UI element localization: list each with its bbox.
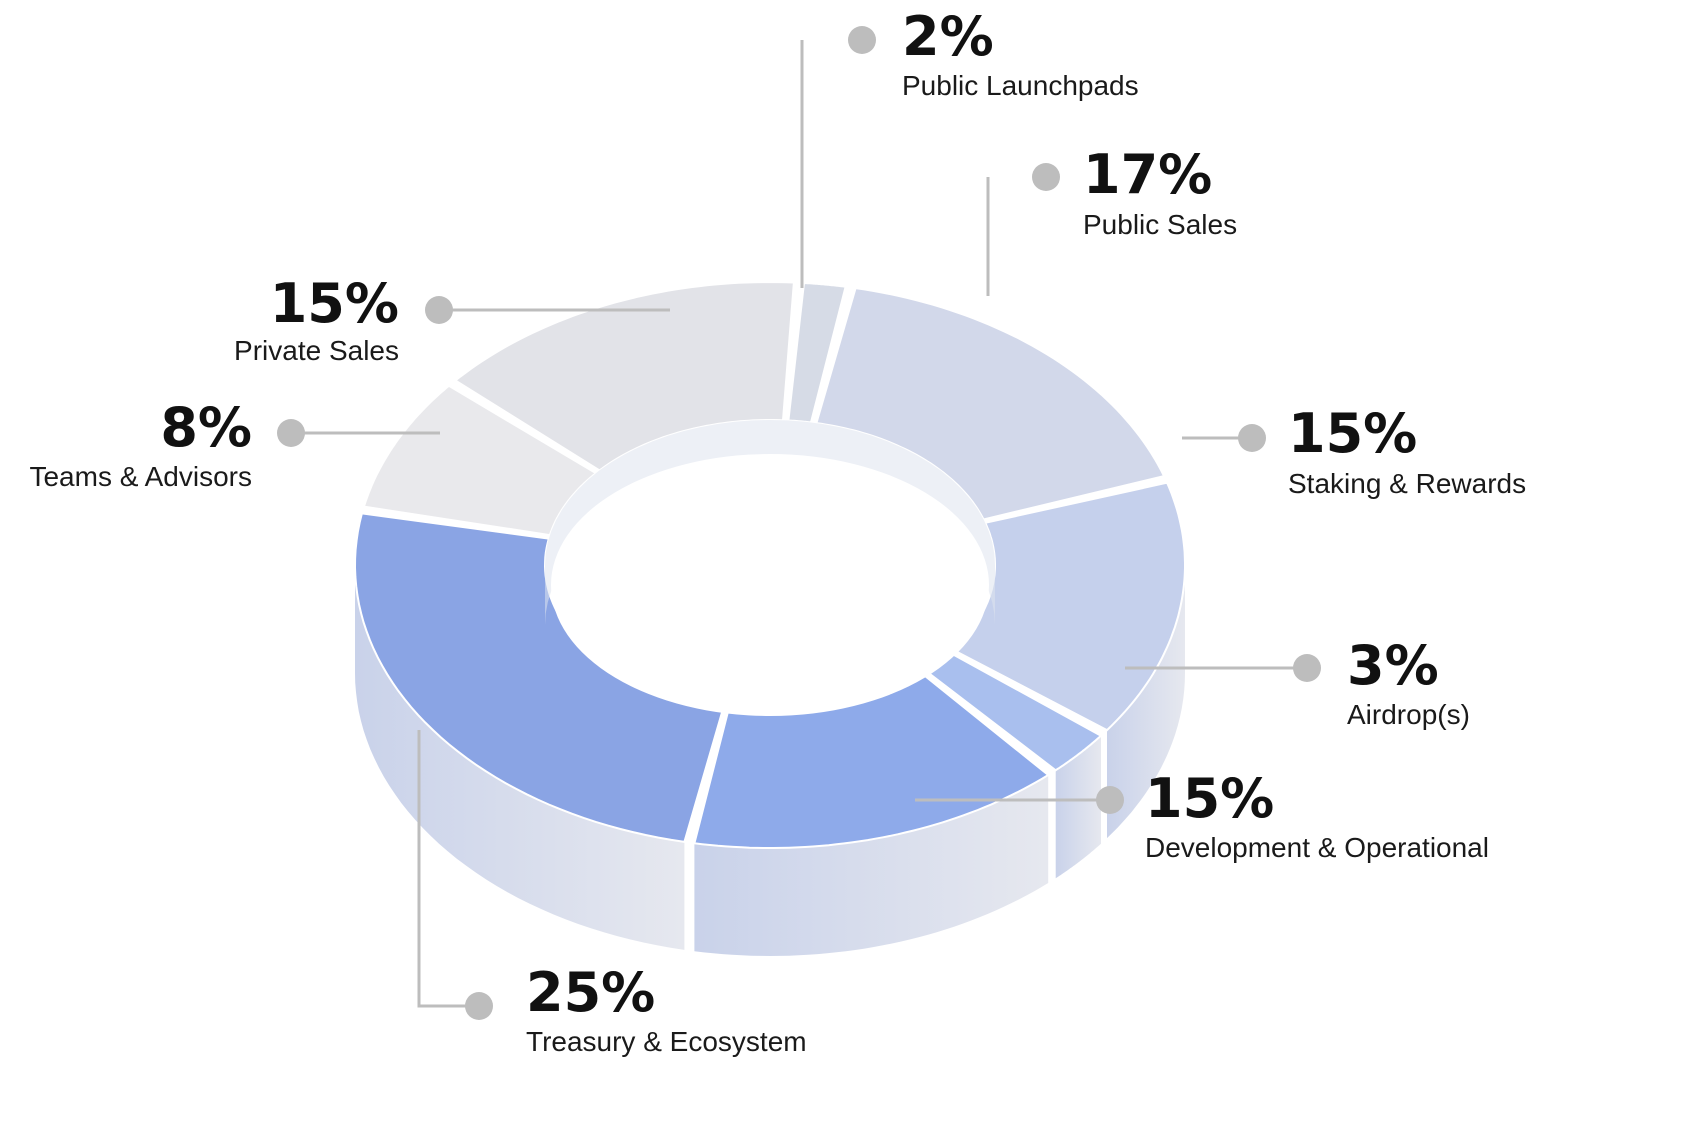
slice-category-label: Staking & Rewards — [1288, 468, 1526, 499]
donut-sides — [355, 565, 1185, 956]
slice-value-label: 15% — [1145, 767, 1274, 830]
slice-value-label: 25% — [526, 961, 655, 1024]
slice-value-label: 17% — [1083, 143, 1212, 206]
slice-value-label: 8% — [160, 396, 252, 459]
callout-dot — [1032, 163, 1060, 191]
donut-inner-wall — [545, 420, 995, 625]
slice-category-label: Teams & Advisors — [29, 461, 252, 492]
slice-category-label: Public Launchpads — [902, 70, 1139, 101]
slice-side-4 — [694, 775, 1049, 956]
slice-side-5 — [355, 565, 685, 950]
callout-connector — [417, 730, 479, 1008]
callout-treasury-ecosystem: 25%Treasury & Ecosystem — [417, 730, 807, 1057]
slice-value-label: 15% — [1288, 402, 1417, 465]
donut-hole — [551, 454, 989, 716]
slice-private-sales — [453, 280, 795, 472]
callout-dot — [277, 419, 305, 447]
callout-staking-rewards: 15%Staking & Rewards — [1182, 402, 1526, 499]
slice-category-label: Development & Operational — [1145, 832, 1489, 863]
callout-private-sales: 15%Private Sales — [234, 272, 670, 366]
callout-dot — [465, 992, 493, 1020]
slice-side-2 — [1107, 565, 1185, 839]
callout-dot — [848, 26, 876, 54]
callout-dot — [1096, 786, 1124, 814]
slice-category-label: Treasury & Ecosystem — [526, 1026, 807, 1057]
callout-dot — [1293, 654, 1321, 682]
callout-teams-advisors: 8%Teams & Advisors — [29, 396, 440, 492]
callout-public-sales: 17%Public Sales — [986, 143, 1237, 296]
slice-value-label: 15% — [270, 272, 399, 335]
slice-category-label: Public Sales — [1083, 209, 1237, 240]
slice-public-launchpads — [787, 282, 847, 424]
slice-teams-advisors — [362, 384, 598, 537]
slice-category-label: Airdrop(s) — [1347, 699, 1470, 730]
callout-airdrop-s-: 3%Airdrop(s) — [1125, 634, 1470, 730]
callout-development-operational: 15%Development & Operational — [915, 767, 1489, 863]
slice-side-3 — [1055, 735, 1101, 879]
slice-value-label: 3% — [1347, 634, 1439, 697]
callout-dot — [425, 296, 453, 324]
slice-value-label: 2% — [902, 5, 994, 68]
callout-public-launchpads: 2%Public Launchpads — [800, 5, 1139, 288]
donut-slices — [353, 280, 1186, 849]
slice-category-label: Private Sales — [234, 335, 399, 366]
callout-dot — [1238, 424, 1266, 452]
